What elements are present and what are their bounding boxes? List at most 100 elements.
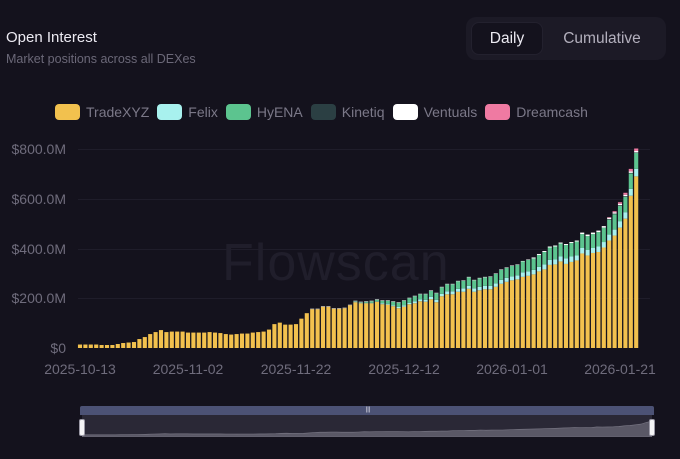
bar-segment-felix[interactable] [634,168,639,177]
bar-segment-tradexyz[interactable] [488,289,493,348]
bar-segment-tradexyz[interactable] [385,304,390,348]
bar-segment-ventuals[interactable] [396,302,401,303]
data-zoom-slider[interactable]: ||| [79,406,655,440]
bar-segment-felix[interactable] [401,305,407,307]
bar-segment-ventuals[interactable] [391,301,396,302]
bar-segment-tradexyz[interactable] [142,337,147,349]
bar-segment-ventuals[interactable] [310,308,315,310]
bar-segment-ventuals[interactable] [509,265,515,266]
bar-segment-tradexyz[interactable] [434,302,439,348]
bar-segment-tradexyz[interactable] [585,255,590,348]
bar-segment-tradexyz[interactable] [77,344,83,348]
bar-segment-tradexyz[interactable] [531,274,536,348]
bar-segment-ventuals[interactable] [536,253,542,255]
bar-segment-felix[interactable] [509,276,515,281]
bar-segment-ventuals[interactable] [542,250,547,252]
bar-segment-ventuals[interactable] [428,290,434,291]
bar-segment-ventuals[interactable] [418,293,423,295]
bar-segment-felix[interactable] [466,285,471,289]
bar-segment-ventuals[interactable] [455,280,461,282]
bar-segment-tradexyz[interactable] [580,253,585,348]
bar-segment-hyena[interactable] [445,284,450,292]
bar-segment-felix[interactable] [526,271,531,276]
bar-segment-ventuals[interactable] [526,259,531,260]
bar-segment-hyena[interactable] [407,298,412,303]
bar-segment-felix[interactable] [536,266,542,272]
bar-segment-hyena[interactable] [536,254,542,267]
bar-segment-felix[interactable] [569,256,574,262]
bar-segment-tradexyz[interactable] [369,303,374,348]
bar-segment-ventuals[interactable] [477,277,482,279]
cumulative-tab[interactable]: Cumulative [563,29,641,47]
bar-segment-hyena[interactable] [574,241,579,256]
bar-segment-tradexyz[interactable] [202,332,207,348]
bar-segment-tradexyz[interactable] [347,305,353,348]
bar-segment-kinetiq[interactable] [612,213,617,215]
bar-segment-ventuals[interactable] [569,242,574,244]
bar-segment-ventuals[interactable] [353,300,358,302]
bar-segment-hyena[interactable] [396,302,401,307]
bar-segment-hyena[interactable] [391,301,396,306]
bar-segment-felix[interactable] [439,293,444,297]
bar-segment-tradexyz[interactable] [374,301,380,348]
bar-segment-tradexyz[interactable] [104,345,110,348]
bar-segment-tradexyz[interactable] [358,303,363,348]
bar-segment-felix[interactable] [531,269,536,275]
bar-segment-tradexyz[interactable] [158,330,164,348]
bar-segment-felix[interactable] [580,248,585,254]
bar-segment-tradexyz[interactable] [207,332,212,348]
data-zoom-end-handle[interactable] [649,419,655,436]
bar-segment-tradexyz[interactable] [482,289,488,348]
bar-segment-tradexyz[interactable] [596,251,601,348]
bar-segment-ventuals[interactable] [493,273,498,274]
bar-segment-tradexyz[interactable] [288,324,293,348]
bar-segment-dreamcash[interactable] [607,217,612,218]
bar-segment-hyena[interactable] [596,232,601,247]
bar-segment-ventuals[interactable] [439,286,444,288]
bar-segment-ventuals[interactable] [504,267,509,268]
bar-segment-ventuals[interactable] [520,260,525,262]
bar-segment-tradexyz[interactable] [547,264,552,348]
bar-segment-ventuals[interactable] [547,246,552,248]
daily-tab[interactable]: Daily [471,22,543,55]
bar-segment-tradexyz[interactable] [455,291,461,348]
bar-segment-tradexyz[interactable] [353,302,358,348]
bar-segment-hyena[interactable] [499,269,504,280]
bar-segment-hyena[interactable] [607,219,612,235]
bar-segment-dreamcash[interactable] [617,202,623,204]
bar-segment-felix[interactable] [472,288,477,292]
bar-segment-ventuals[interactable] [380,300,385,301]
bar-segment-hyena[interactable] [461,280,466,289]
bar-segment-tradexyz[interactable] [180,331,185,348]
bar-segment-hyena[interactable] [353,301,358,302]
bar-segment-tradexyz[interactable] [401,306,407,348]
bar-segment-ventuals[interactable] [450,283,455,285]
bar-segment-kinetiq[interactable] [607,219,612,220]
bar-segment-tradexyz[interactable] [461,291,466,348]
bar-segment-felix[interactable] [596,246,601,252]
bar-segment-felix[interactable] [623,212,628,219]
bar-segment-tradexyz[interactable] [536,271,542,348]
bar-segment-felix[interactable] [515,275,520,280]
bar-segment-tradexyz[interactable] [88,344,93,348]
bar-segment-felix[interactable] [407,302,412,305]
bar-segment-felix[interactable] [482,285,488,290]
bar-segment-ventuals[interactable] [634,150,639,153]
bar-segment-hyena[interactable] [374,299,380,302]
bar-segment-felix[interactable] [547,259,552,265]
bar-segment-tradexyz[interactable] [504,281,509,348]
bar-segment-felix[interactable] [520,272,525,277]
bar-segment-hyena[interactable] [558,243,563,257]
bar-segment-ventuals[interactable] [445,283,450,285]
bar-segment-hyena[interactable] [553,246,558,260]
bar-segment-tradexyz[interactable] [126,342,131,348]
bar-segment-hyena[interactable] [488,276,493,286]
bar-segment-tradexyz[interactable] [380,304,385,348]
bar-segment-tradexyz[interactable] [153,332,158,348]
bar-segment-felix[interactable] [434,299,439,303]
bar-segment-ventuals[interactable] [585,234,590,237]
bar-segment-ventuals[interactable] [342,307,347,309]
bar-segment-felix[interactable] [374,301,380,302]
legend-item-ventuals[interactable]: Ventuals [392,104,477,120]
bar-segment-tradexyz[interactable] [364,303,369,348]
